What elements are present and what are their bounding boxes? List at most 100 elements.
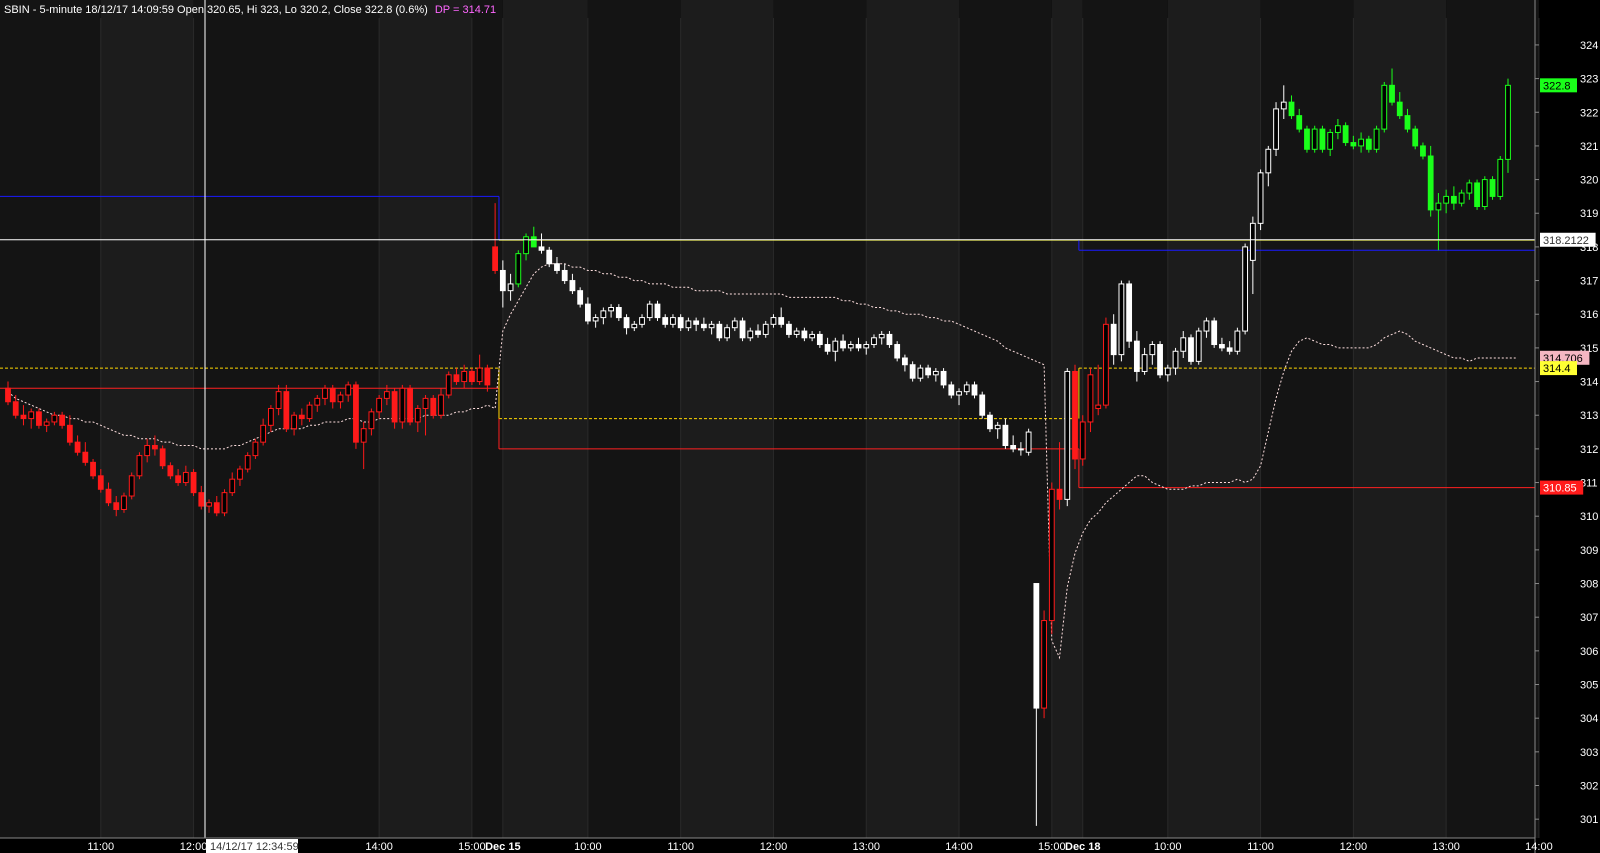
candle-body bbox=[631, 323, 638, 329]
candle bbox=[159, 445, 166, 470]
y-tick-label: 303 bbox=[1580, 747, 1598, 759]
candle-body bbox=[213, 502, 220, 514]
candle bbox=[832, 337, 839, 362]
candle bbox=[182, 465, 189, 486]
candle bbox=[391, 388, 398, 429]
candle-body bbox=[1443, 195, 1450, 204]
candle bbox=[1265, 145, 1272, 187]
candle-body bbox=[1033, 583, 1040, 709]
candle bbox=[654, 300, 661, 321]
candle-body bbox=[1280, 101, 1287, 110]
candle-body bbox=[221, 492, 228, 514]
candle bbox=[28, 408, 35, 429]
candle bbox=[824, 337, 831, 355]
candle-body bbox=[708, 323, 715, 329]
candle bbox=[1311, 125, 1318, 153]
candle-body bbox=[1396, 101, 1403, 117]
candle bbox=[128, 472, 135, 500]
candle-body bbox=[407, 387, 413, 423]
candle-body bbox=[956, 391, 962, 396]
candle bbox=[670, 314, 676, 328]
candle bbox=[530, 226, 537, 248]
y-tick-label: 314 bbox=[1580, 377, 1598, 389]
candle-body bbox=[1273, 108, 1279, 150]
candle bbox=[484, 364, 491, 392]
candle-body bbox=[724, 327, 730, 339]
candle-body bbox=[1234, 330, 1241, 352]
candle bbox=[546, 246, 553, 268]
candle-body bbox=[43, 421, 50, 426]
candle bbox=[1327, 129, 1334, 157]
candle-body bbox=[167, 465, 174, 477]
candle bbox=[82, 442, 89, 466]
candle-body bbox=[97, 475, 104, 490]
candle bbox=[917, 364, 924, 382]
candle-body bbox=[1335, 125, 1341, 133]
candle bbox=[1064, 368, 1071, 507]
candle bbox=[662, 314, 669, 328]
candle-body bbox=[391, 391, 398, 423]
candle bbox=[1095, 364, 1102, 416]
price-tag-label: 314.4 bbox=[1543, 363, 1571, 375]
candle bbox=[1172, 347, 1179, 375]
candle bbox=[1110, 314, 1117, 365]
candle bbox=[167, 462, 174, 480]
candle bbox=[1017, 442, 1024, 456]
x-tick-label: 11:00 bbox=[667, 841, 694, 853]
candle bbox=[538, 233, 545, 254]
candle bbox=[329, 384, 336, 409]
candle-body bbox=[940, 370, 947, 386]
candle bbox=[646, 300, 653, 321]
candle bbox=[1497, 156, 1504, 200]
y-tick-label: 301 bbox=[1580, 814, 1598, 826]
candle bbox=[1319, 125, 1326, 153]
candle bbox=[337, 391, 344, 409]
x-tick-label: 14:00 bbox=[1525, 841, 1553, 853]
candle-body bbox=[1041, 620, 1047, 709]
y-axis: 301 302 303 304 305 306 307 308 309 310 311 312 313 3… bbox=[1534, 0, 1598, 853]
candle bbox=[631, 320, 638, 332]
candle bbox=[74, 435, 81, 456]
candle bbox=[909, 361, 916, 382]
candle-body bbox=[1002, 424, 1009, 447]
price-tag-box bbox=[1540, 78, 1577, 93]
candle bbox=[1072, 364, 1078, 470]
candle-body bbox=[987, 414, 993, 430]
price-tag-box bbox=[1540, 232, 1596, 247]
candle-body bbox=[414, 407, 421, 423]
candle-body bbox=[383, 391, 390, 399]
candle-body bbox=[1327, 131, 1334, 150]
candle bbox=[816, 331, 823, 348]
candle bbox=[1435, 193, 1442, 251]
candle bbox=[492, 203, 499, 274]
candle-body bbox=[1172, 350, 1179, 369]
candle-body bbox=[608, 306, 614, 312]
y-tick-label: 304 bbox=[1580, 713, 1598, 725]
candle-body bbox=[90, 461, 96, 477]
vertical-gridlines bbox=[100, 18, 1540, 838]
y-tick-label: 309 bbox=[1580, 545, 1598, 557]
candle bbox=[1103, 317, 1109, 409]
candle bbox=[762, 320, 769, 338]
candle-body bbox=[1296, 115, 1303, 130]
candle bbox=[1450, 186, 1457, 210]
candle-body bbox=[1311, 128, 1318, 150]
candle-body bbox=[329, 387, 336, 403]
price-tag: 318.2122 bbox=[1540, 232, 1596, 247]
candle bbox=[1203, 317, 1210, 338]
candle-body bbox=[159, 448, 166, 467]
candle bbox=[855, 337, 862, 352]
price-tag: 310.85 bbox=[1540, 480, 1584, 495]
candle-body bbox=[422, 397, 429, 409]
candle-body bbox=[353, 384, 359, 443]
x-axis: 11:00 12:00 14:00 15:00 Dec 15 10:00 11:00 12:0… bbox=[0, 837, 1553, 853]
candle-body bbox=[600, 310, 607, 319]
candle bbox=[956, 388, 962, 406]
candle bbox=[987, 411, 993, 433]
candle-body bbox=[855, 344, 862, 349]
candle bbox=[1474, 179, 1480, 210]
candle-body bbox=[762, 323, 769, 335]
crosshair bbox=[0, 0, 1535, 838]
background-band bbox=[100, 0, 194, 838]
